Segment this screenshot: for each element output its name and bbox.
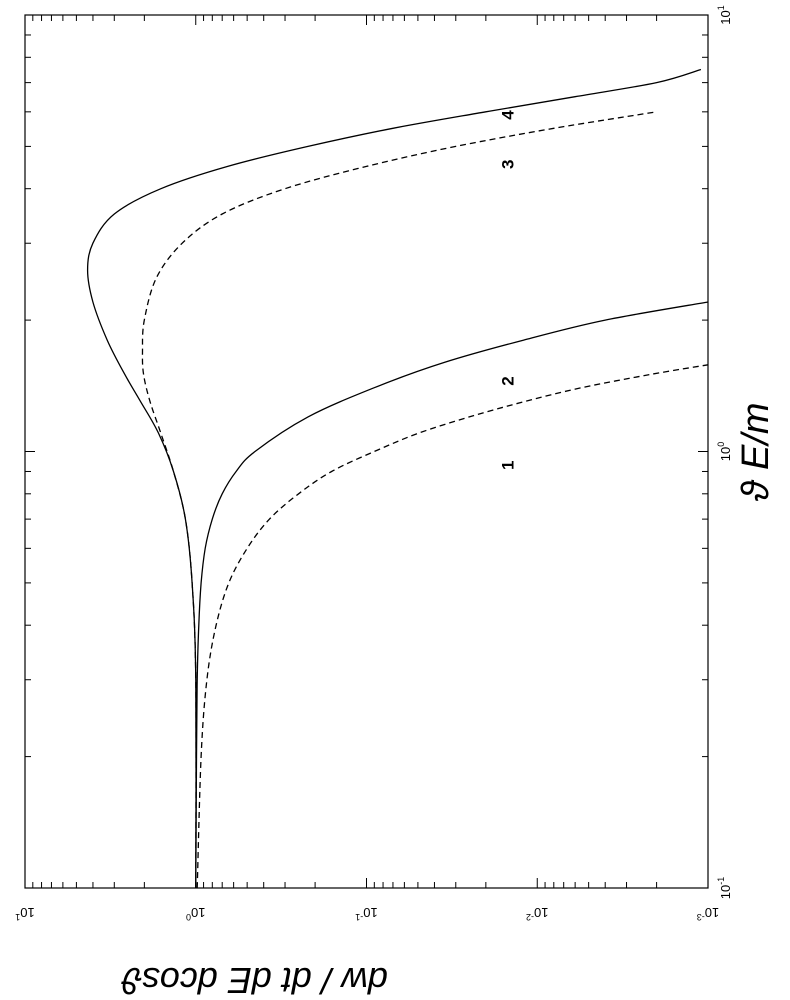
curves xyxy=(86,68,709,889)
x-tick-label: 10-1 xyxy=(716,877,733,899)
y-tick-label: 100 xyxy=(186,905,205,922)
y-tick-label: 10-3 xyxy=(697,905,719,922)
y-tick-label: 10-1 xyxy=(355,905,377,922)
curve-label-4: 4 xyxy=(498,110,517,120)
plot-frame xyxy=(24,14,709,889)
curve-labels: 1 2 3 4 xyxy=(498,110,517,470)
minor-ticks xyxy=(25,15,709,889)
curve-4 xyxy=(86,68,702,889)
x-axis-label: ϑ E/m xyxy=(735,402,777,501)
x-tick-label: 100 xyxy=(716,442,733,461)
curve-label-1: 1 xyxy=(498,461,517,470)
curve-2 xyxy=(195,301,709,889)
y-tick-label: 101 xyxy=(15,905,34,922)
x-tick-label: 101 xyxy=(716,5,733,24)
y-tick-label: 10-2 xyxy=(526,905,548,922)
tick-labels: 10-1 100 101 101 100 10-1 10-2 10-3 xyxy=(15,5,733,922)
plot-area: 1 2 3 4 xyxy=(24,14,709,889)
curve-label-2: 2 xyxy=(498,376,517,385)
curve-1 xyxy=(196,364,709,889)
curve-3 xyxy=(141,111,657,889)
y-axis-label: dw / dt dE dcosϑ xyxy=(121,960,388,1000)
curve-label-3: 3 xyxy=(498,160,517,169)
